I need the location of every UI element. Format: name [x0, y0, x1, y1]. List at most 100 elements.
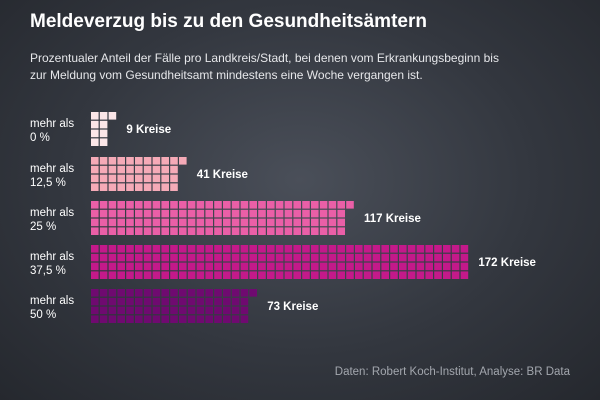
- waffle-square: [319, 262, 328, 271]
- waffle-square: [135, 253, 143, 262]
- category-label: mehr als 25 %: [30, 207, 74, 233]
- waffle-square: [170, 315, 178, 323]
- waffle-square: [161, 218, 169, 227]
- waffle-square: [187, 289, 196, 297]
- waffle-square: [170, 183, 178, 191]
- waffle-square: [126, 315, 134, 323]
- waffle-square: [99, 306, 108, 315]
- waffle-square: [196, 253, 205, 262]
- waffle-square: [372, 253, 381, 262]
- waffle-square: [152, 297, 161, 306]
- waffle-square: [390, 271, 398, 279]
- waffle-square: [205, 271, 213, 279]
- waffle-square: [108, 306, 117, 315]
- waffle-square: [355, 245, 363, 253]
- waffle-square: [196, 262, 205, 271]
- waffle-square: [117, 315, 125, 323]
- waffle-square: [231, 306, 240, 315]
- source-note: Daten: Robert Koch-Institut, Analyse: BR…: [334, 366, 570, 378]
- waffle-square: [91, 315, 99, 323]
- waffle-square: [196, 227, 205, 235]
- waffle-square: [179, 245, 187, 253]
- waffle-square: [416, 245, 425, 253]
- waffle-square: [161, 209, 169, 218]
- waffle-square: [293, 201, 301, 209]
- waffle-square: [434, 271, 442, 279]
- waffle-square: [275, 227, 284, 235]
- waffle-square: [275, 253, 284, 262]
- waffle-square: [161, 297, 169, 306]
- waffle-square: [223, 262, 231, 271]
- waffle-square: [135, 201, 143, 209]
- waffle-square: [135, 306, 143, 315]
- waffle-square: [302, 271, 310, 279]
- waffle-square: [196, 201, 205, 209]
- waffle-square: [214, 271, 222, 279]
- waffle-square: [117, 218, 125, 227]
- waffle-square: [179, 315, 187, 323]
- waffle-square: [407, 253, 416, 262]
- waffle-square: [170, 227, 178, 235]
- waffle-square: [117, 227, 125, 235]
- waffle-square: [284, 227, 293, 235]
- waffle-square: [231, 245, 240, 253]
- waffle-square: [143, 253, 152, 262]
- waffle-square: [179, 201, 187, 209]
- waffle-square: [143, 218, 152, 227]
- waffle-square: [170, 245, 178, 253]
- waffle-square: [161, 315, 169, 323]
- waffle-square: [399, 271, 407, 279]
- waffle-square: [240, 253, 249, 262]
- waffle-square: [460, 271, 469, 279]
- waffle-square: [117, 297, 125, 306]
- waffle-square: [346, 245, 354, 253]
- waffle-square: [214, 209, 222, 218]
- category-label: mehr als 37,5 %: [30, 251, 74, 277]
- waffle-square: [143, 262, 152, 271]
- waffle-square: [381, 262, 389, 271]
- waffle-square: [214, 253, 222, 262]
- waffle-square: [108, 157, 117, 165]
- category-label: mehr als 0 %: [30, 118, 74, 144]
- waffle-square: [258, 227, 266, 235]
- waffle-square: [311, 201, 319, 209]
- waffle-square: [258, 218, 266, 227]
- waffle-square: [205, 306, 213, 315]
- waffle-square: [143, 227, 152, 235]
- waffle-square: [91, 174, 99, 183]
- waffle-square: [170, 271, 178, 279]
- waffle-square: [231, 253, 240, 262]
- waffle-square: [346, 253, 354, 262]
- waffle-square: [126, 262, 134, 271]
- waffle-square: [293, 262, 301, 271]
- waffle-square: [372, 245, 381, 253]
- waffle-square: [240, 271, 249, 279]
- waffle-square: [319, 218, 328, 227]
- waffle-square: [337, 201, 345, 209]
- waffle-square: [337, 245, 345, 253]
- waffle-group-3: mehr als 37,5 % 172 Kreise: [30, 245, 536, 279]
- waffle-square: [152, 271, 161, 279]
- waffle-square: [161, 306, 169, 315]
- waffle-square: [328, 271, 337, 279]
- waffle-square: [284, 218, 293, 227]
- waffle-square: [135, 157, 143, 165]
- waffle-square: [223, 227, 231, 235]
- waffle-square: [152, 289, 161, 297]
- waffle-square: [126, 183, 134, 191]
- waffle-square: [311, 253, 319, 262]
- waffle-square: [293, 227, 301, 235]
- waffle-square: [99, 129, 108, 138]
- waffle-square: [117, 157, 125, 165]
- waffle-square: [319, 227, 328, 235]
- waffle-square: [337, 218, 345, 227]
- waffle-square: [240, 227, 249, 235]
- waffle-square: [179, 157, 187, 165]
- waffle-square: [231, 262, 240, 271]
- waffle-square: [196, 209, 205, 218]
- waffle-square: [99, 271, 108, 279]
- waffle-square: [187, 253, 196, 262]
- waffle-square: [258, 271, 266, 279]
- waffle-square: [99, 289, 108, 297]
- waffle-square: [425, 271, 433, 279]
